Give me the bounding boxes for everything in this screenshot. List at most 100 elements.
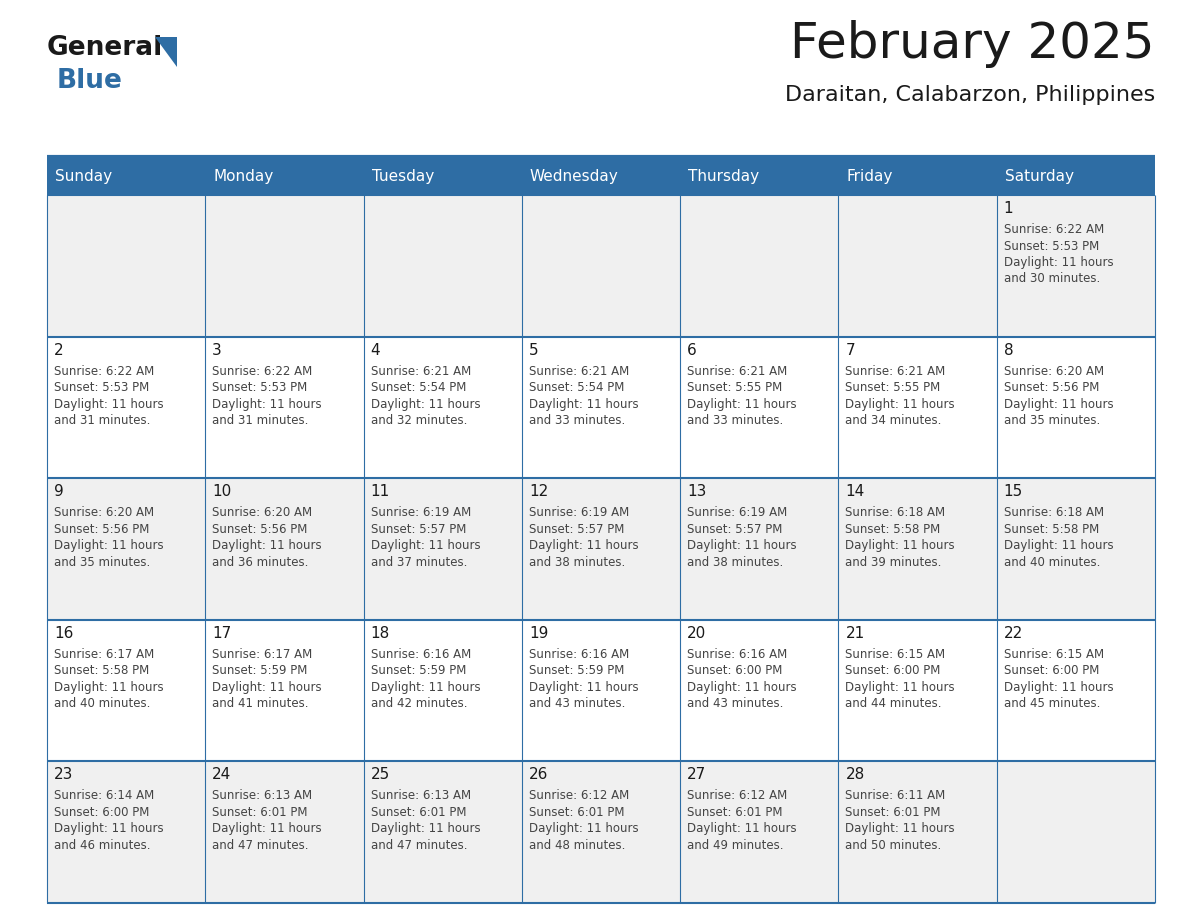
Text: Sunrise: 6:12 AM: Sunrise: 6:12 AM: [529, 789, 630, 802]
Text: Daylight: 11 hours: Daylight: 11 hours: [1004, 681, 1113, 694]
Bar: [522, 761, 681, 903]
Text: 13: 13: [687, 484, 707, 499]
Text: 16: 16: [53, 626, 74, 641]
Bar: [997, 195, 1155, 337]
Text: Sunset: 5:57 PM: Sunset: 5:57 PM: [371, 522, 466, 536]
Text: Daylight: 11 hours: Daylight: 11 hours: [687, 539, 797, 553]
Text: February 2025: February 2025: [790, 20, 1155, 68]
Text: 7: 7: [846, 342, 855, 358]
Text: Daylight: 11 hours: Daylight: 11 hours: [371, 823, 480, 835]
Text: 12: 12: [529, 484, 548, 499]
Text: 24: 24: [213, 767, 232, 782]
Text: Sunset: 5:56 PM: Sunset: 5:56 PM: [1004, 381, 1099, 394]
Bar: [997, 620, 1155, 761]
Text: Daylight: 11 hours: Daylight: 11 hours: [213, 681, 322, 694]
Bar: [681, 478, 839, 620]
Text: Sunrise: 6:12 AM: Sunrise: 6:12 AM: [687, 789, 788, 802]
Text: and 50 minutes.: and 50 minutes.: [846, 839, 942, 852]
Text: Daylight: 11 hours: Daylight: 11 hours: [371, 397, 480, 410]
Text: Daylight: 11 hours: Daylight: 11 hours: [846, 539, 955, 553]
Bar: [364, 157, 522, 195]
Bar: [206, 620, 364, 761]
Text: Daylight: 11 hours: Daylight: 11 hours: [213, 539, 322, 553]
Text: 5: 5: [529, 342, 538, 358]
Text: Sunset: 5:53 PM: Sunset: 5:53 PM: [213, 381, 308, 394]
Bar: [48, 337, 206, 478]
Text: Daylight: 11 hours: Daylight: 11 hours: [687, 823, 797, 835]
Text: Saturday: Saturday: [1005, 169, 1074, 184]
Text: Monday: Monday: [214, 169, 273, 184]
Text: and 43 minutes.: and 43 minutes.: [529, 698, 625, 711]
Text: Tuesday: Tuesday: [372, 169, 434, 184]
Bar: [997, 337, 1155, 478]
Text: Sunrise: 6:20 AM: Sunrise: 6:20 AM: [1004, 364, 1104, 377]
Text: and 31 minutes.: and 31 minutes.: [213, 414, 309, 427]
Text: and 45 minutes.: and 45 minutes.: [1004, 698, 1100, 711]
Text: Daylight: 11 hours: Daylight: 11 hours: [529, 681, 638, 694]
Text: and 34 minutes.: and 34 minutes.: [846, 414, 942, 427]
Text: Sunset: 5:55 PM: Sunset: 5:55 PM: [846, 381, 941, 394]
Text: Sunset: 5:57 PM: Sunset: 5:57 PM: [529, 522, 624, 536]
Text: and 30 minutes.: and 30 minutes.: [1004, 273, 1100, 285]
Text: Sunset: 6:00 PM: Sunset: 6:00 PM: [687, 665, 783, 677]
Bar: [364, 195, 522, 337]
Bar: [839, 620, 997, 761]
Text: and 49 minutes.: and 49 minutes.: [687, 839, 784, 852]
Text: Daylight: 11 hours: Daylight: 11 hours: [371, 681, 480, 694]
Text: Sunset: 5:55 PM: Sunset: 5:55 PM: [687, 381, 783, 394]
Text: Sunrise: 6:13 AM: Sunrise: 6:13 AM: [213, 789, 312, 802]
Text: Sunrise: 6:18 AM: Sunrise: 6:18 AM: [1004, 506, 1104, 520]
Text: Sunrise: 6:16 AM: Sunrise: 6:16 AM: [687, 648, 788, 661]
Bar: [206, 157, 364, 195]
Text: and 32 minutes.: and 32 minutes.: [371, 414, 467, 427]
Text: 21: 21: [846, 626, 865, 641]
Text: 17: 17: [213, 626, 232, 641]
Bar: [522, 157, 681, 195]
Bar: [681, 157, 839, 195]
Text: Sunset: 5:56 PM: Sunset: 5:56 PM: [53, 522, 150, 536]
Bar: [681, 195, 839, 337]
Text: Daylight: 11 hours: Daylight: 11 hours: [371, 539, 480, 553]
Text: Sunset: 6:01 PM: Sunset: 6:01 PM: [213, 806, 308, 819]
Bar: [839, 478, 997, 620]
Text: Sunset: 5:59 PM: Sunset: 5:59 PM: [371, 665, 466, 677]
Text: Sunset: 6:01 PM: Sunset: 6:01 PM: [846, 806, 941, 819]
Text: Friday: Friday: [846, 169, 893, 184]
Bar: [839, 337, 997, 478]
Text: Sunrise: 6:21 AM: Sunrise: 6:21 AM: [846, 364, 946, 377]
Bar: [48, 478, 206, 620]
Text: Sunrise: 6:14 AM: Sunrise: 6:14 AM: [53, 789, 154, 802]
Text: Sunset: 5:58 PM: Sunset: 5:58 PM: [53, 665, 150, 677]
Bar: [997, 157, 1155, 195]
Text: Daylight: 11 hours: Daylight: 11 hours: [53, 539, 164, 553]
Text: Sunrise: 6:18 AM: Sunrise: 6:18 AM: [846, 506, 946, 520]
Text: Sunrise: 6:11 AM: Sunrise: 6:11 AM: [846, 789, 946, 802]
Text: and 38 minutes.: and 38 minutes.: [529, 555, 625, 568]
Bar: [997, 478, 1155, 620]
Text: Sunrise: 6:21 AM: Sunrise: 6:21 AM: [529, 364, 630, 377]
Bar: [522, 620, 681, 761]
Bar: [48, 195, 206, 337]
Text: and 39 minutes.: and 39 minutes.: [846, 555, 942, 568]
Bar: [522, 478, 681, 620]
Text: and 36 minutes.: and 36 minutes.: [213, 555, 309, 568]
Bar: [364, 761, 522, 903]
Text: 3: 3: [213, 342, 222, 358]
Bar: [839, 761, 997, 903]
Text: and 41 minutes.: and 41 minutes.: [213, 698, 309, 711]
Bar: [48, 157, 206, 195]
Text: 11: 11: [371, 484, 390, 499]
Bar: [839, 157, 997, 195]
Text: Sunset: 6:01 PM: Sunset: 6:01 PM: [687, 806, 783, 819]
Bar: [364, 337, 522, 478]
Bar: [681, 761, 839, 903]
Bar: [206, 195, 364, 337]
Bar: [839, 195, 997, 337]
Text: 25: 25: [371, 767, 390, 782]
Text: Sunset: 5:59 PM: Sunset: 5:59 PM: [213, 665, 308, 677]
Bar: [48, 761, 206, 903]
Text: Daylight: 11 hours: Daylight: 11 hours: [687, 681, 797, 694]
Text: Daylight: 11 hours: Daylight: 11 hours: [53, 397, 164, 410]
Text: Sunset: 6:01 PM: Sunset: 6:01 PM: [529, 806, 625, 819]
Text: General: General: [48, 35, 163, 61]
